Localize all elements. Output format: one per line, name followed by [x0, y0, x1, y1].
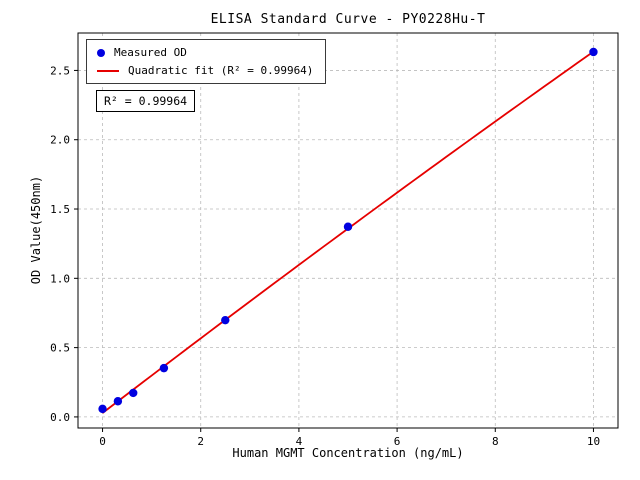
svg-text:10: 10 — [587, 435, 600, 448]
svg-text:2.0: 2.0 — [50, 134, 70, 147]
svg-text:6: 6 — [394, 435, 401, 448]
svg-text:0.0: 0.0 — [50, 411, 70, 424]
svg-text:1.0: 1.0 — [50, 272, 70, 285]
legend-label-quadratic-fit: Quadratic fit (R² = 0.99964) — [128, 64, 314, 77]
measured-od-dot-marker — [97, 48, 105, 57]
svg-text:8: 8 — [492, 435, 499, 448]
svg-text:0.5: 0.5 — [50, 342, 70, 355]
svg-text:0: 0 — [99, 435, 106, 448]
svg-text:2: 2 — [197, 435, 204, 448]
quadratic-fit-line-marker — [97, 69, 119, 72]
legend: Measured OD Quadratic fit (R² = 0.99964) — [86, 39, 327, 84]
legend-item-measured-od: Measured OD — [97, 46, 313, 59]
y-axis-label: OD Value(450nm) — [29, 175, 43, 285]
svg-text:2.5: 2.5 — [50, 64, 70, 77]
svg-text:1.5: 1.5 — [50, 203, 70, 216]
legend-label-measured-od: Measured OD — [114, 46, 187, 59]
r-squared-annotation: R² = 0.99964 — [96, 90, 196, 112]
legend-item-quadratic-fit: Quadratic fit (R² = 0.99964) — [97, 64, 313, 77]
x-axis-label: Human MGMT Concentration (ng/mL) — [232, 446, 464, 460]
svg-text:4: 4 — [296, 435, 303, 448]
chart-title: ELISA Standard Curve - PY0228Hu-T — [210, 12, 486, 27]
